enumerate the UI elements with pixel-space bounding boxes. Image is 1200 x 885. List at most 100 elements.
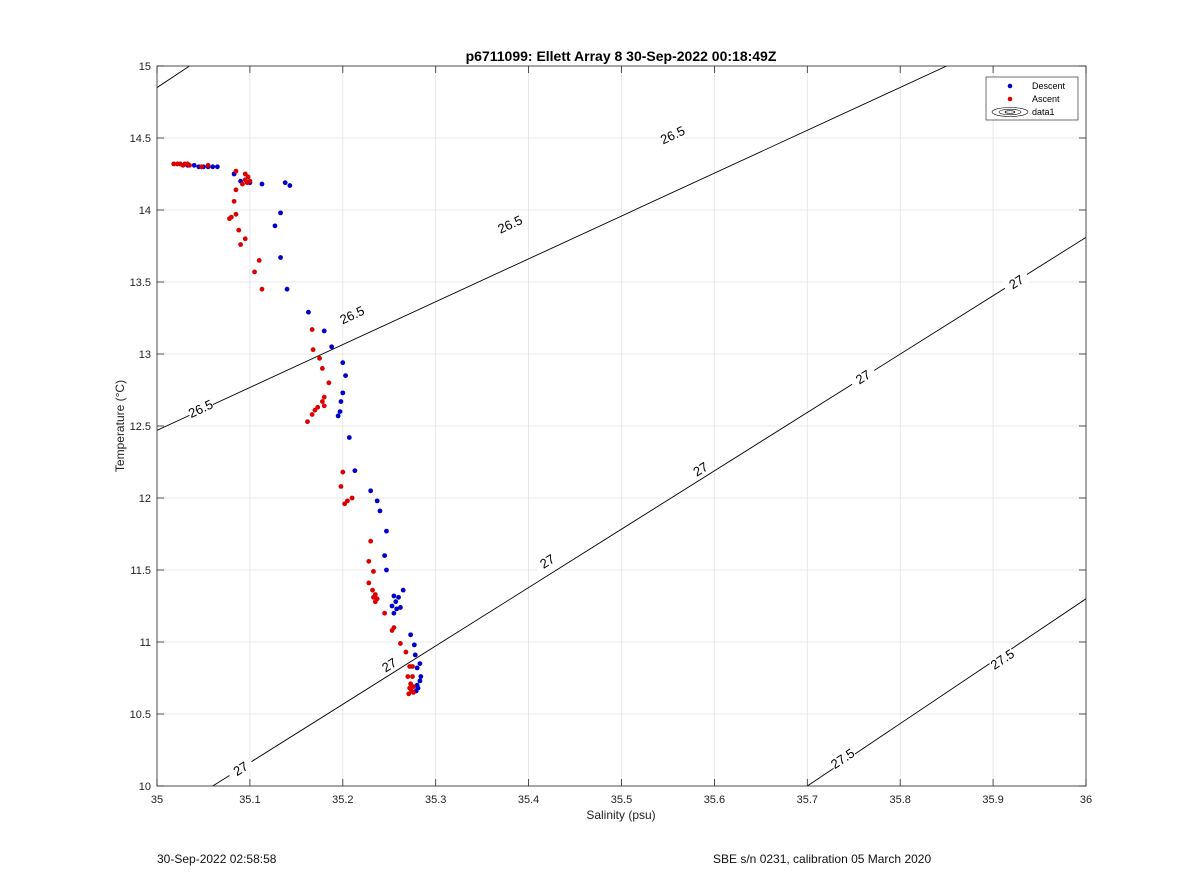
y-tick-label: 11.5 [130, 565, 151, 577]
ascent-point [366, 558, 372, 564]
ascent-point [342, 501, 348, 507]
descent-point [391, 610, 397, 616]
ascent-point [338, 484, 344, 489]
descent-point [382, 553, 388, 558]
descent-point [418, 674, 424, 679]
y-tick-label: 10 [139, 781, 151, 793]
contour-label-text: 27 [379, 655, 399, 675]
y-tick-label: 12 [139, 493, 151, 505]
contour-label-26.5: 26.5 [495, 212, 525, 237]
descent-point [338, 399, 344, 404]
ascent-point [233, 187, 239, 193]
descent-point [284, 286, 290, 292]
ascent-point [371, 569, 376, 574]
descent-point [396, 594, 401, 600]
ascent-point [309, 412, 315, 417]
legend-marker-ascent [1007, 96, 1013, 102]
descent-point [278, 210, 283, 216]
legend-label-ascent: Ascent [1032, 94, 1060, 104]
x-tick-label: 35.8 [889, 794, 910, 806]
contour-label-text: 27 [853, 367, 873, 387]
legend-contour-icon [991, 107, 1029, 117]
ascent-point [366, 580, 372, 586]
chart-title: p6711099: Ellett Array 8 30-Sep-2022 00:… [466, 48, 777, 64]
descent-point [384, 528, 389, 534]
ascent-point [238, 242, 244, 247]
ascent-point [321, 394, 327, 400]
ascent-point [233, 168, 239, 174]
descent-point [400, 587, 406, 593]
contour-label-27: 27 [225, 755, 256, 782]
ascent-point [410, 674, 415, 679]
ascent-point [340, 469, 346, 475]
ascent-point [326, 380, 332, 386]
y-tick-label: 13.5 [130, 277, 151, 289]
ascent-point [187, 162, 192, 168]
x-tick-label: 35.7 [797, 794, 818, 806]
ascent-point [319, 366, 325, 371]
descent-point [287, 183, 293, 188]
descent-point [340, 390, 346, 396]
x-tick-label: 35.5 [611, 794, 632, 806]
y-tick-label: 15 [139, 61, 151, 73]
contour-label-text: 27 [230, 759, 250, 779]
grid-lines [156, 65, 1087, 787]
contour-label-text: 27 [1006, 272, 1026, 292]
descent-point [343, 373, 348, 378]
descent-point [374, 498, 380, 504]
ascent-point [205, 162, 211, 168]
contour-label-27: 27 [374, 652, 404, 678]
descent-point [346, 435, 352, 440]
ascent-point [317, 355, 322, 361]
descent-point [411, 642, 417, 648]
legend: Descent Ascent data1 [985, 76, 1079, 121]
contour-line-27 [212, 236, 1086, 786]
contour-line-26.5 [157, 66, 947, 431]
descent-point [278, 255, 283, 260]
contour-label-text: 27.5 [988, 646, 1017, 673]
ascent-point [244, 180, 250, 186]
x-tick-label: 35.3 [425, 794, 446, 806]
ascent-point [309, 327, 315, 332]
descent-point [214, 164, 220, 170]
x-tick-label: 35 [151, 794, 163, 806]
ascent-point [242, 236, 248, 242]
ascent-point [403, 649, 409, 655]
contour-label-27.5: 27.5 [827, 745, 858, 772]
ascent-point [349, 495, 355, 501]
ascent-point [199, 164, 204, 170]
descent-point [321, 328, 327, 334]
contour-label-27: 27 [848, 364, 878, 390]
x-tick-label: 36 [1080, 794, 1092, 806]
contour-label-26.5: 26.5 [337, 303, 367, 327]
ascent-point [397, 641, 403, 646]
data-points [171, 161, 424, 697]
y-tick-label: 12.5 [130, 421, 151, 433]
descent-point [306, 309, 311, 315]
x-tick-label: 35.2 [332, 794, 353, 806]
contour-label-27: 27 [685, 456, 716, 483]
legend-label-data1: data1 [1032, 107, 1055, 117]
descent-point [414, 665, 420, 671]
footer-calibration: SBE s/n 0231, calibration 05 March 2020 [713, 852, 932, 866]
ascent-point [305, 419, 310, 425]
descent-point [340, 360, 346, 366]
contour-label-bg [987, 646, 1018, 673]
ascent-point [406, 691, 412, 697]
ascent-point [382, 610, 388, 616]
contour-label-bg [532, 548, 562, 575]
descent-point [272, 223, 278, 229]
ascent-point [312, 407, 318, 413]
descent-point [329, 344, 335, 350]
ascent-point [236, 227, 242, 233]
descent-point [417, 678, 423, 684]
descent-point [377, 508, 383, 514]
descent-point [384, 567, 389, 573]
contour-label-bg [185, 396, 216, 421]
ascent-point [227, 216, 232, 222]
contour-label-bg [1001, 269, 1032, 295]
contour-label-26.5: 26.5 [657, 123, 688, 147]
contour-label-text: 27 [537, 551, 557, 571]
ascent-point [310, 347, 316, 353]
